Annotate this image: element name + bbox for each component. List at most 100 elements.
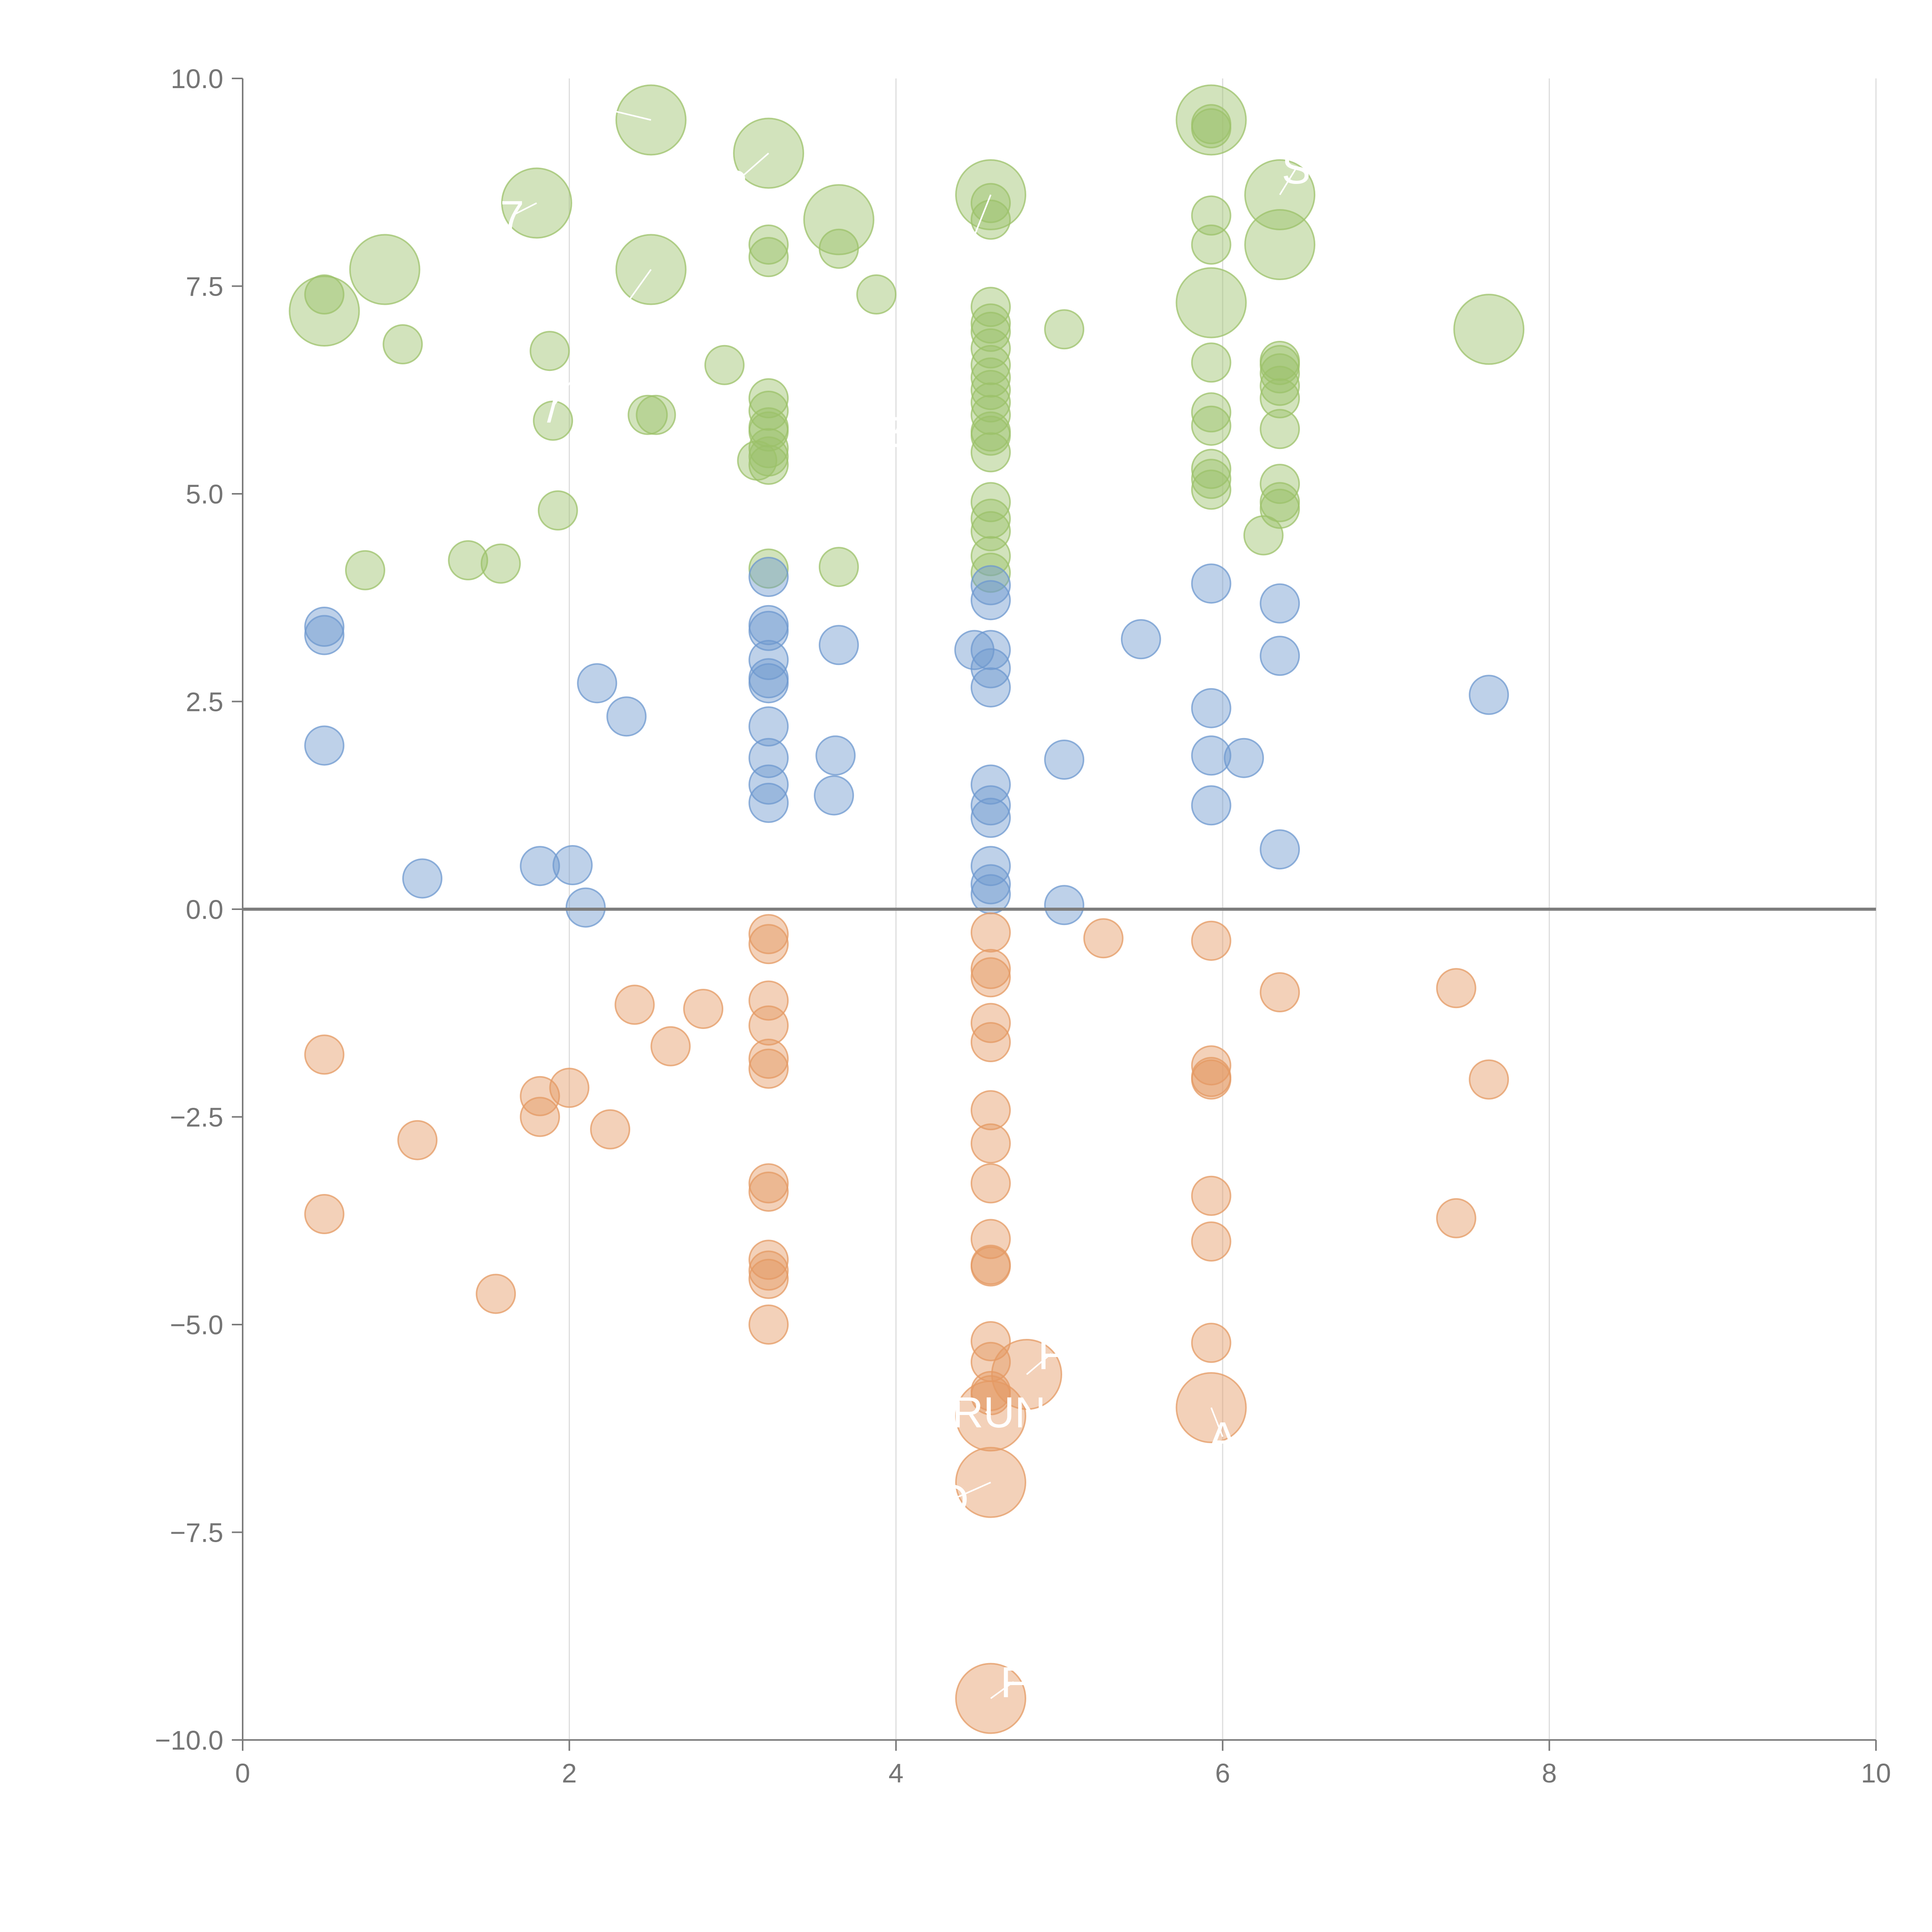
blue-point	[577, 663, 617, 704]
orange-point	[1191, 920, 1231, 961]
blue-point	[970, 785, 1011, 826]
annotation-leader	[588, 104, 651, 121]
green-point	[803, 184, 874, 255]
green-point	[1260, 464, 1300, 504]
green-point	[628, 395, 668, 435]
orange-point	[970, 1090, 1011, 1131]
green-point	[970, 357, 1011, 398]
green-point	[748, 237, 789, 277]
orange-point	[1436, 968, 1476, 1009]
orange-point	[520, 1097, 560, 1137]
y-tick-label: −2.5	[170, 1102, 223, 1133]
annotation-label: R	[717, 161, 748, 209]
annotation-label: D	[937, 1476, 969, 1524]
green-point	[704, 345, 745, 385]
annotation-leader	[512, 202, 537, 216]
orange-point	[970, 957, 1011, 998]
orange-point	[1469, 1059, 1509, 1100]
blue-point	[815, 735, 856, 776]
blue-point	[606, 696, 647, 737]
orange-point	[748, 1250, 789, 1291]
green-point	[970, 303, 1011, 344]
green-point	[304, 274, 345, 315]
green-point	[970, 498, 1011, 539]
green-point	[480, 543, 521, 584]
blue-point	[748, 605, 789, 645]
orange-point	[748, 1163, 789, 1204]
blue-point	[1224, 738, 1264, 778]
green-point	[970, 311, 1011, 352]
green-point	[1244, 209, 1316, 280]
annotation-label: S	[1282, 145, 1311, 193]
green-point	[970, 395, 1011, 435]
blue-point	[304, 607, 345, 647]
blue-point	[748, 706, 789, 747]
orange-point	[748, 914, 789, 954]
orange-point	[748, 1304, 789, 1345]
blue-point	[748, 663, 789, 704]
green-point	[289, 276, 360, 347]
green-point	[970, 370, 1011, 410]
green-point	[1191, 108, 1231, 148]
blue-point	[565, 887, 606, 928]
orange-point	[590, 1109, 631, 1150]
orange-point	[549, 1068, 590, 1108]
green-point	[970, 328, 1011, 369]
orange-point	[397, 1120, 438, 1160]
annotation-leader	[952, 1481, 991, 1500]
blue-point	[748, 557, 789, 597]
green-point	[818, 547, 859, 587]
green-point	[748, 428, 789, 468]
orange-point	[1191, 1175, 1231, 1216]
green-point	[970, 432, 1011, 473]
green-point	[970, 553, 1011, 593]
orange-point	[614, 985, 655, 1025]
blue-point	[402, 858, 442, 899]
blue-point	[1191, 563, 1231, 604]
orange-point	[748, 924, 789, 964]
blue-point	[1191, 688, 1231, 728]
green-point	[1453, 294, 1525, 365]
annotation-label: 7	[500, 192, 524, 240]
annotation-label: F	[1038, 1330, 1064, 1378]
green-point	[448, 540, 488, 580]
green-point	[737, 440, 777, 481]
y-tick-label: 2.5	[186, 687, 223, 717]
blue-point	[970, 630, 1011, 670]
orange-point	[748, 1039, 789, 1079]
green-point	[818, 228, 859, 269]
green-point	[970, 382, 1011, 423]
annotation-leader	[985, 1411, 992, 1417]
y-tick-label: −7.5	[170, 1518, 223, 1548]
orange-point	[1083, 918, 1124, 959]
blue-point	[1191, 785, 1231, 826]
green-point	[1260, 345, 1300, 385]
green-point	[970, 183, 1011, 223]
orange-point	[650, 1026, 691, 1066]
green-point	[1191, 195, 1231, 236]
y-tick-label: 7.5	[186, 272, 223, 302]
green-point	[1191, 469, 1231, 510]
blue-point	[1121, 619, 1161, 660]
orange-point	[304, 1034, 345, 1075]
green-point	[856, 274, 897, 315]
blue-point	[970, 798, 1011, 838]
green-point	[1191, 392, 1231, 433]
green-point	[1260, 378, 1300, 418]
green-point	[1191, 405, 1231, 446]
blue-point	[818, 625, 859, 665]
y-tick-label: −5.0	[170, 1310, 223, 1340]
tick-labels: 10.0 7.5 5.0 2.5 0.0 −2.5 −5.0 −7.5 −10.0 0 2 4 6 8 10	[155, 64, 1891, 1788]
green-point	[970, 511, 1011, 551]
annotation-label: A	[1208, 1413, 1237, 1461]
orange-point	[970, 949, 1011, 989]
green-point	[748, 378, 789, 418]
green-point	[1191, 342, 1231, 383]
green-point	[1191, 449, 1231, 489]
x-tick-label: 8	[1542, 1758, 1557, 1788]
orange-point	[1436, 1198, 1476, 1238]
annotation-leader	[1279, 168, 1297, 196]
green-point	[1260, 488, 1300, 529]
